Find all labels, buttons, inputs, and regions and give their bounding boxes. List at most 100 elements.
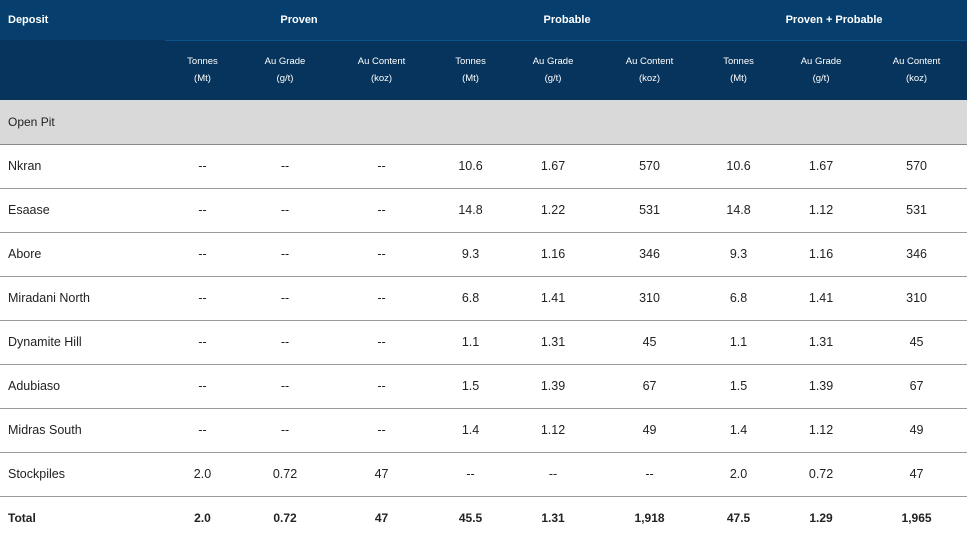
proven-au-grade-cell: --: [240, 144, 330, 189]
proven-probable-au-content-cell: 570: [866, 144, 967, 189]
subcolumn-label: Tonnes: [723, 56, 754, 68]
subcolumn-unit: (g/t): [812, 73, 830, 85]
proven-probable-au-grade-cell: 1.67: [776, 144, 867, 189]
proven-tonnes-cell: 2.0: [194, 510, 211, 525]
probable-au-grade-cell: 1.31: [508, 320, 599, 365]
subcolumn-unit: (koz): [370, 73, 393, 85]
subcolumn-label: Tonnes: [455, 56, 486, 68]
proven-probable-au-content-cell: 45: [866, 320, 967, 365]
subcolumn-unit: (Mt): [194, 73, 211, 85]
probable-au-content-header: Au Content (koz): [598, 40, 701, 100]
proven-au-grade-cell: --: [240, 188, 330, 233]
proven-probable-tonnes-cell: 2.0: [701, 452, 777, 497]
proven-probable-tonnes-cell: 47.5: [726, 510, 751, 525]
subcolumn-unit: (koz): [905, 73, 928, 85]
proven-probable-tonnes-cell: 1.4: [701, 408, 777, 453]
subcolumn-label: Au Content: [625, 56, 674, 68]
proven-tonnes-cell: 2.0: [165, 452, 240, 497]
deposit-name-cell: Dynamite Hill: [0, 320, 165, 365]
proven-group-header: Proven: [165, 0, 434, 41]
proven-au-content-cell: --: [330, 144, 434, 189]
probable-tonnes-cell: 45.5: [458, 510, 483, 525]
probable-au-grade-cell: 1.67: [508, 144, 599, 189]
probable-au-grade-cell: 1.39: [508, 364, 599, 409]
subcolumn-unit: (Mt): [462, 73, 479, 85]
probable-au-grade-header: Au Grade (g/t): [508, 40, 598, 100]
proven-au-grade-cell: --: [240, 232, 330, 277]
proven-au-grade-cell: 0.72: [273, 510, 297, 525]
probable-tonnes-cell: 1.5: [433, 364, 509, 409]
proven-au-content-cell: --: [330, 188, 434, 233]
probable-tonnes-cell: 1.1: [433, 320, 509, 365]
proven-probable-au-content-header: Au Content (koz): [866, 40, 967, 100]
table-row: Nkran -- -- -- 10.6 1.67 570 10.6 1.67 570: [0, 144, 967, 189]
deposit-name-cell: Total: [8, 510, 36, 525]
proven-probable-au-grade-cell: 1.39: [776, 364, 867, 409]
deposit-name-cell: Adubiaso: [0, 364, 165, 409]
proven-au-content-cell: 47: [374, 510, 389, 525]
proven-probable-au-grade-cell: 1.12: [776, 408, 867, 453]
proven-probable-au-grade-cell: 1.12: [776, 188, 867, 233]
table-row: Adubiaso -- -- -- 1.5 1.39 67 1.5 1.39 67: [0, 364, 967, 409]
proven-probable-au-grade-cell: 1.16: [776, 232, 867, 277]
probable-au-content-cell: 45: [598, 320, 702, 365]
proven-au-content-header: Au Content (koz): [330, 40, 433, 100]
subcolumn-label: Au Grade: [532, 56, 574, 68]
proven-probable-au-grade-cell: 1.29: [809, 510, 833, 525]
deposit-name-cell: Abore: [0, 232, 165, 277]
probable-au-content-cell: 1,918: [634, 510, 665, 525]
proven-tonnes-cell: --: [165, 364, 240, 409]
deposit-name-cell: Miradani North: [0, 276, 165, 321]
proven-tonnes-cell: --: [165, 144, 240, 189]
proven-au-content-cell: --: [330, 408, 434, 453]
probable-au-content-cell: 570: [598, 144, 702, 189]
probable-au-grade-cell: 1.22: [508, 188, 599, 233]
proven-tonnes-cell: --: [165, 408, 240, 453]
table-row: Dynamite Hill -- -- -- 1.1 1.31 45 1.1 1.31 45: [0, 320, 967, 365]
proven-probable-au-content-cell: 67: [866, 364, 967, 409]
subcolumn-label: Au Grade: [264, 56, 306, 68]
proven-au-content-cell: --: [330, 232, 434, 277]
subcolumn-label: Tonnes: [187, 56, 218, 68]
probable-au-content-cell: 67: [598, 364, 702, 409]
subcolumn-label: Au Content: [357, 56, 406, 68]
proven-tonnes-cell: --: [165, 320, 240, 365]
proven-probable-tonnes-cell: 1.5: [701, 364, 777, 409]
probable-tonnes-cell: 14.8: [433, 188, 509, 233]
probable-au-grade-cell: 1.16: [508, 232, 599, 277]
proven-au-content-cell: 47: [330, 452, 434, 497]
deposit-name-cell: Stockpiles: [0, 452, 165, 497]
probable-tonnes-cell: 9.3: [433, 232, 509, 277]
subcolumn-label: Au Content: [892, 56, 941, 68]
total-row: Total 2.0 0.72 47 45.5 1.31 1,918 47.5 1.29 1,965: [0, 496, 967, 539]
proven-au-content-cell: --: [330, 320, 434, 365]
proven-au-grade-cell: --: [240, 320, 330, 365]
proven-au-content-cell: --: [330, 364, 434, 409]
group-header-row: Deposit Proven Probable Proven + Probabl…: [0, 0, 967, 41]
proven-probable-au-content-cell: 346: [866, 232, 967, 277]
subcolumn-unit: (g/t): [276, 73, 294, 85]
probable-au-grade-cell: 1.12: [508, 408, 599, 453]
deposit-name-cell: Esaase: [0, 188, 165, 233]
proven-probable-tonnes-cell: 9.3: [701, 232, 777, 277]
proven-tonnes-cell: --: [165, 276, 240, 321]
probable-tonnes-cell: 6.8: [433, 276, 509, 321]
proven-probable-au-grade-header: Au Grade (g/t): [776, 40, 866, 100]
proven-probable-au-grade-cell: 1.31: [776, 320, 867, 365]
subcolumn-header-row: Tonnes (Mt) Au Grade (g/t) Au Content (koz) To…: [0, 40, 967, 100]
proven-au-grade-cell: --: [240, 276, 330, 321]
deposit-column-header: Deposit: [8, 14, 49, 26]
proven-probable-group-header: Proven + Probable: [701, 0, 967, 41]
proven-probable-au-content-cell: 531: [866, 188, 967, 233]
table-row: Midras South -- -- -- 1.4 1.12 49 1.4 1.12 49: [0, 408, 967, 453]
probable-group-header: Probable: [433, 0, 702, 41]
proven-probable-tonnes-cell: 6.8: [701, 276, 777, 321]
proven-probable-tonnes-cell: 10.6: [701, 144, 777, 189]
proven-probable-tonnes-header: Tonnes (Mt): [701, 40, 776, 100]
deposit-name-cell: Nkran: [0, 144, 165, 189]
proven-au-grade-cell: --: [240, 364, 330, 409]
probable-au-content-cell: 49: [598, 408, 702, 453]
proven-probable-au-grade-cell: 1.41: [776, 276, 867, 321]
proven-probable-tonnes-cell: 1.1: [701, 320, 777, 365]
proven-probable-au-content-cell: 1,965: [901, 510, 932, 525]
